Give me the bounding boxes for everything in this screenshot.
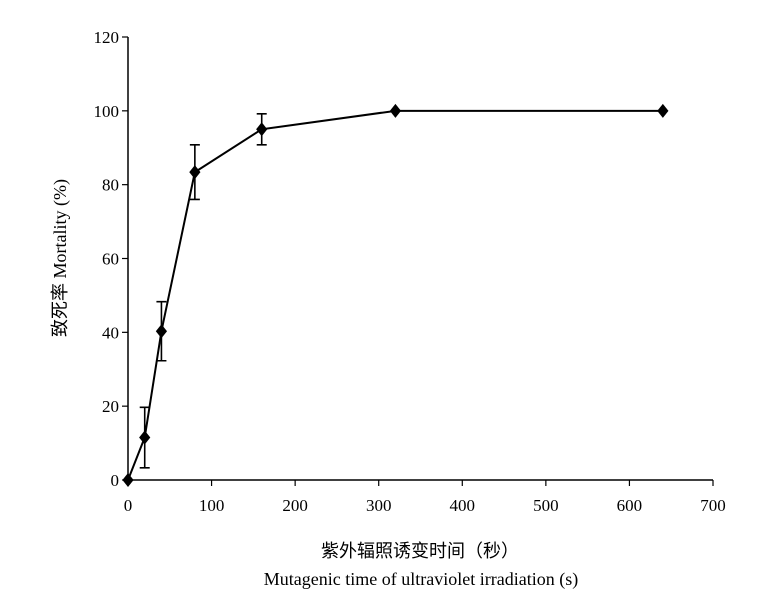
x-tick-label: 600 <box>617 496 643 515</box>
x-tick-label: 300 <box>366 496 392 515</box>
x-tick-label: 500 <box>533 496 559 515</box>
data-point-marker <box>189 165 201 180</box>
series-line <box>127 109 663 481</box>
y-tick-label: 100 <box>94 102 120 121</box>
data-point-marker <box>256 122 268 137</box>
data-point-marker <box>657 103 669 118</box>
y-tick-label: 120 <box>94 28 120 47</box>
y-tick-label: 80 <box>102 176 119 195</box>
y-tick-label: 20 <box>102 397 119 416</box>
x-tick-label: 100 <box>199 496 225 515</box>
data-point-marker <box>122 473 134 487</box>
y-tick-label: 40 <box>102 323 119 342</box>
axis-ticks: 0 100 200 300 400 500 600 700 0 20 40 60 80 100 120 <box>94 28 726 515</box>
x-tick-label: 700 <box>700 496 726 515</box>
y-tick-label: 60 <box>102 250 119 269</box>
x-axis-title-chinese: 紫外辐照诱变时间（秒） <box>321 541 519 561</box>
data-point-marker <box>389 103 402 118</box>
plot-area: 0 100 200 300 400 500 600 700 0 20 40 60 80 100 120 <box>94 28 726 515</box>
x-tick-label: 200 <box>282 496 308 515</box>
data-point-marker <box>155 324 168 339</box>
x-tick-label: 0 <box>124 496 133 515</box>
y-axis-title: 致死率 Mortality (%) <box>50 179 71 337</box>
x-tick-label: 400 <box>450 496 476 515</box>
data-point-marker <box>139 430 151 445</box>
y-tick-label: 0 <box>111 471 120 490</box>
x-axis-title: Mutagenic time of ultraviolet irradiatio… <box>264 569 578 590</box>
data-series <box>122 103 669 487</box>
